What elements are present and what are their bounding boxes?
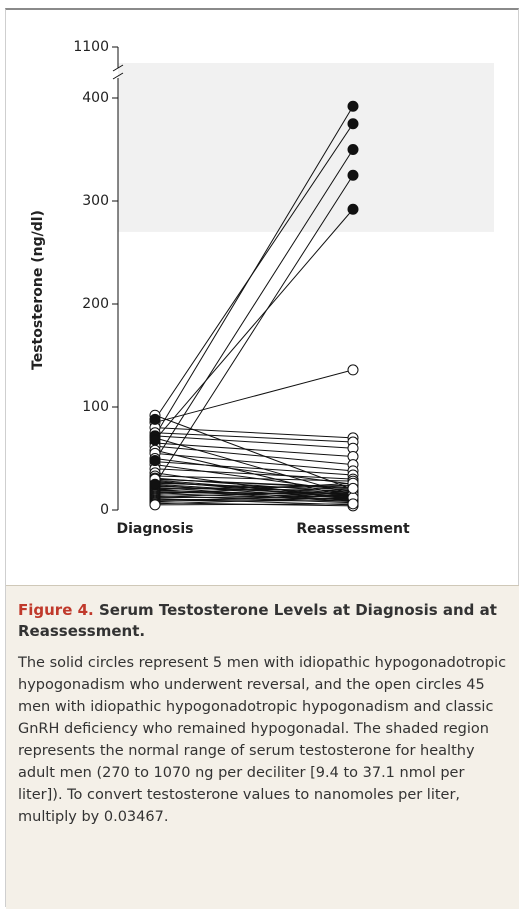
pair-line bbox=[154, 482, 354, 496]
pair-line bbox=[154, 452, 354, 472]
diagnosis-point bbox=[149, 434, 161, 446]
pair-line bbox=[154, 482, 354, 490]
reassessment-point bbox=[347, 100, 359, 112]
caption-text: The solid circles represent 5 men with i… bbox=[18, 655, 507, 825]
pair-line bbox=[154, 445, 354, 466]
pair-line bbox=[154, 123, 354, 420]
diagnosis-point bbox=[149, 455, 161, 467]
reassessment-point bbox=[347, 144, 359, 155]
pair-line bbox=[154, 475, 354, 482]
pair-line bbox=[154, 461, 354, 476]
pair-line bbox=[154, 496, 354, 499]
caption-title: Figure 4. Serum Testosterone Levels at D… bbox=[18, 600, 507, 642]
pair-line bbox=[154, 208, 354, 441]
pair-line bbox=[154, 435, 354, 449]
diagnosis-point bbox=[149, 499, 161, 511]
y-tick-label: 100 bbox=[82, 399, 109, 415]
pair-line bbox=[154, 494, 354, 503]
y-tick-label: 0 bbox=[100, 502, 109, 518]
figure-title: Serum Testosterone Levels at Diagnosis a… bbox=[18, 601, 497, 640]
y-tick-label: 200 bbox=[82, 296, 109, 312]
pair-line bbox=[154, 427, 354, 439]
diagnosis-point bbox=[149, 478, 161, 490]
caption: Figure 4. Serum Testosterone Levels at D… bbox=[6, 585, 519, 909]
axis-break bbox=[112, 72, 124, 80]
reassessment-point bbox=[347, 118, 359, 130]
reassessment-point bbox=[347, 169, 359, 181]
pair-line bbox=[154, 497, 354, 505]
pair-line bbox=[154, 468, 354, 480]
pair-line bbox=[154, 484, 354, 490]
x-tick-label: Reassessment bbox=[296, 521, 410, 537]
pair-line bbox=[154, 503, 354, 506]
pair-line bbox=[154, 442, 354, 457]
y-tick-label: 300 bbox=[82, 193, 109, 209]
pair-line bbox=[154, 174, 354, 485]
normal-range bbox=[118, 63, 494, 232]
pair-line bbox=[154, 149, 354, 461]
reassessment-point bbox=[347, 364, 359, 376]
figure-frame bbox=[5, 8, 519, 907]
axis-break bbox=[112, 64, 124, 72]
chart: Testosterone (ng/dl) 0 100 200 300 400 1100 Di… bbox=[30, 39, 494, 537]
pair-line bbox=[154, 478, 354, 489]
y-tick-label: 1100 bbox=[73, 39, 109, 55]
figure-label: Figure 4. bbox=[18, 601, 94, 619]
reassessment-point bbox=[347, 203, 359, 215]
pair-line bbox=[154, 369, 354, 423]
pair-line bbox=[154, 432, 354, 443]
diagnosis-point bbox=[149, 413, 161, 425]
y-tick-label: 400 bbox=[82, 90, 109, 106]
reassessment-point bbox=[347, 498, 359, 510]
pair-line bbox=[154, 490, 354, 498]
x-tick-label: Diagnosis bbox=[117, 521, 194, 537]
y-axis-label: Testosterone (ng/dl) bbox=[30, 210, 46, 370]
reassessment-point bbox=[347, 482, 359, 494]
